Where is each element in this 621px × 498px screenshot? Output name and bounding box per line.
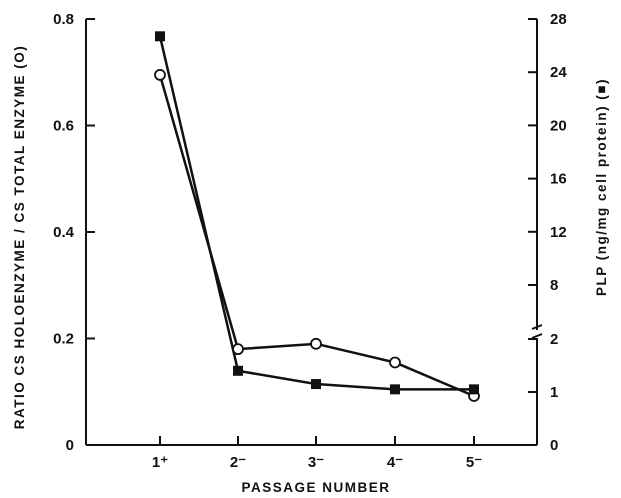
right-axis-title: PLP (ng/mg cell protein) (■) <box>594 78 609 296</box>
x-axis-title: PASSAGE NUMBER <box>241 480 390 495</box>
data-point-ratio <box>154 69 166 81</box>
right-tick-label: 28 <box>550 11 567 28</box>
left-tick-label: 0.4 <box>53 224 75 241</box>
data-point-plp <box>233 365 243 376</box>
left-tick-label: 0.2 <box>53 331 74 348</box>
x-tick-label: 1⁺ <box>152 454 168 471</box>
left-tick-label: 0.8 <box>53 11 74 28</box>
data-point-ratio <box>310 337 322 350</box>
series-line-plp <box>158 36 474 391</box>
right-tick-label: 16 <box>550 171 567 188</box>
data-point-ratio <box>232 343 244 356</box>
x-axis-ticks: 1⁺ 2⁻ 3⁻ 4⁻ 5⁻ <box>152 436 482 471</box>
left-axis-ticks: 0 0.2 0.4 0.6 0.8 <box>53 11 95 454</box>
x-tick-label: 5⁻ <box>466 454 482 471</box>
data-point-plp <box>311 379 321 390</box>
right-axis-break-mark <box>531 324 543 330</box>
right-tick-label: 2 <box>550 331 558 348</box>
left-tick-label: 0 <box>66 437 74 454</box>
x-tick-label: 4⁻ <box>387 454 403 471</box>
right-axis-break-mark <box>531 333 543 339</box>
right-tick-label: 12 <box>550 224 567 241</box>
right-tick-label: 20 <box>550 117 567 134</box>
left-tick-label: 0.6 <box>53 118 74 135</box>
right-tick-label: 24 <box>550 64 567 81</box>
right-tick-label: 8 <box>550 277 558 294</box>
left-axis-title: RATIO CS HOLOENZYME / CS TOTAL ENZYME (O… <box>12 45 27 430</box>
data-point-plp <box>390 384 400 395</box>
data-point-plp <box>469 384 479 395</box>
right-tick-label: 1 <box>550 384 558 401</box>
data-point-ratio <box>389 356 401 369</box>
data-point-plp <box>155 31 165 42</box>
markers <box>154 31 480 402</box>
x-tick-label: 2⁻ <box>230 454 246 471</box>
x-tick-label: 3⁻ <box>308 454 324 471</box>
right-tick-label: 0 <box>550 437 558 454</box>
